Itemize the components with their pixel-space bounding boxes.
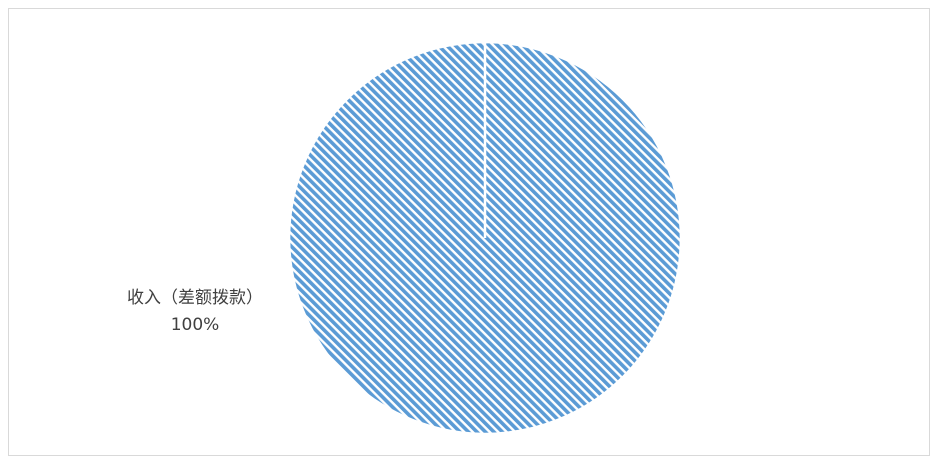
pie-slice — [287, 40, 683, 436]
slice-value-label: 100% — [171, 315, 220, 335]
slice-category-label: 收入（差额拨款） — [127, 288, 263, 308]
